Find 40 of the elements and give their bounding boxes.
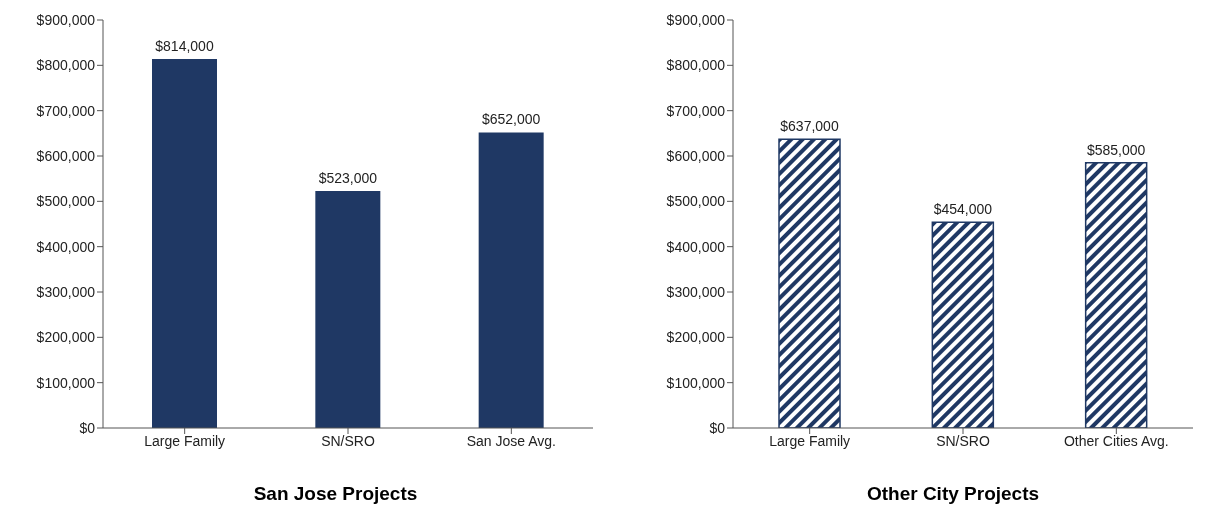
y-tick-label: $600,000 [666,147,726,164]
bar [1084,162,1148,428]
y-tick-label: $400,000 [36,238,96,255]
y-tick-label: $200,000 [666,329,726,346]
data-label: $523,000 [318,169,378,186]
y-tick-label: $100,000 [36,374,96,391]
y-tick-label: $900,000 [666,11,726,28]
x-tick-label: San Jose Avg. [466,432,556,449]
y-tick-label: $300,000 [36,283,96,300]
x-tick-label: SN/SRO [321,432,375,449]
x-tick-label: Large Family [769,432,851,449]
y-tick-label: $700,000 [36,102,96,119]
y-tick-label: $900,000 [36,11,96,28]
y-tick-label: $500,000 [36,193,96,210]
y-tick-label: $0 [79,419,96,436]
x-tick-label: SN/SRO [936,432,990,449]
y-tick-label: $400,000 [666,238,726,255]
y-tick-label: $100,000 [666,374,726,391]
y-tick-label: $200,000 [36,329,96,346]
y-tick-label: $300,000 [666,283,726,300]
bar [931,221,995,428]
data-label: $814,000 [155,37,214,54]
y-tick-label: $600,000 [36,147,96,164]
data-label: $454,000 [933,201,993,218]
bar [778,138,841,428]
y-tick-label: $0 [709,419,726,436]
y-tick-label: $700,000 [666,102,726,119]
data-label: $637,000 [780,118,839,135]
text: Other City Projects [865,483,1041,505]
data-label: $652,000 [481,111,541,128]
x-tick-label: Large Family [144,432,226,449]
data-label: $585,000 [1086,141,1146,158]
y-tick-label: $800,000 [666,57,726,74]
bar [152,58,217,428]
text: San Jose Projects [252,483,419,505]
x-tick-label: Other Cities Avg. [1063,432,1169,449]
y-tick-label: $800,000 [36,57,96,74]
bar [315,190,381,428]
bar [478,132,544,428]
y-tick-label: $500,000 [666,193,726,210]
